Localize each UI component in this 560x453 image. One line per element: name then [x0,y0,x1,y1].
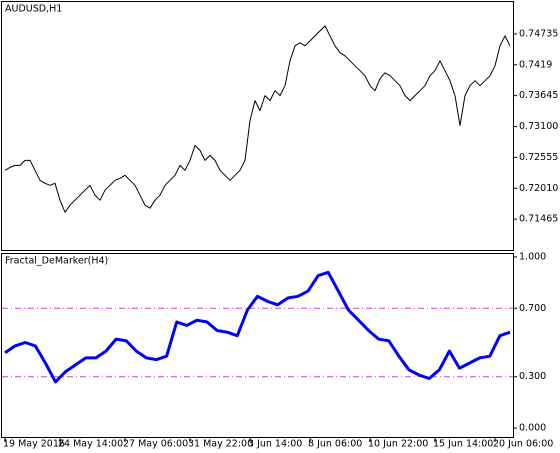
y-tick-label: 1.000 [519,251,546,262]
x-tick-label: 20 Jun 06:00 [493,439,553,450]
y-tick-label: 0.73100 [519,121,558,132]
x-tick-label: 27 May 06:00 [123,439,188,450]
y-tick-label: 0.74735 [519,28,558,39]
price-line [4,25,511,213]
price-panel [1,1,514,251]
y-tick-label: 0.300 [519,371,546,382]
y-tick-label: 0.700 [519,303,546,314]
indicator-panel [1,253,514,438]
x-tick-label: 15 Jun 14:00 [433,439,493,450]
x-tick-label: 10 Jun 22:00 [368,439,428,450]
y-tick-label: 0.000 [519,423,546,434]
x-tick-label: 8 Jun 06:00 [308,439,362,450]
x-tick-label: 3 Jun 14:00 [248,439,302,450]
y-tick-label: 0.7419 [519,59,552,70]
y-tick-label: 0.71465 [519,214,558,225]
x-tick-label: 19 May 2016 [3,439,65,450]
x-tick-label: 31 May 22:00 [188,439,253,450]
indicator-line [4,270,511,384]
y-tick-label: 0.72555 [519,152,558,163]
indicator-title: Fractal_DeMarker(H4) [5,256,108,267]
chart-title: AUDUSD,H1 [5,4,62,15]
x-tick-label: 24 May 14:00 [58,439,123,450]
y-tick-label: 0.73645 [519,90,558,101]
y-tick-label: 0.72010 [519,183,558,194]
